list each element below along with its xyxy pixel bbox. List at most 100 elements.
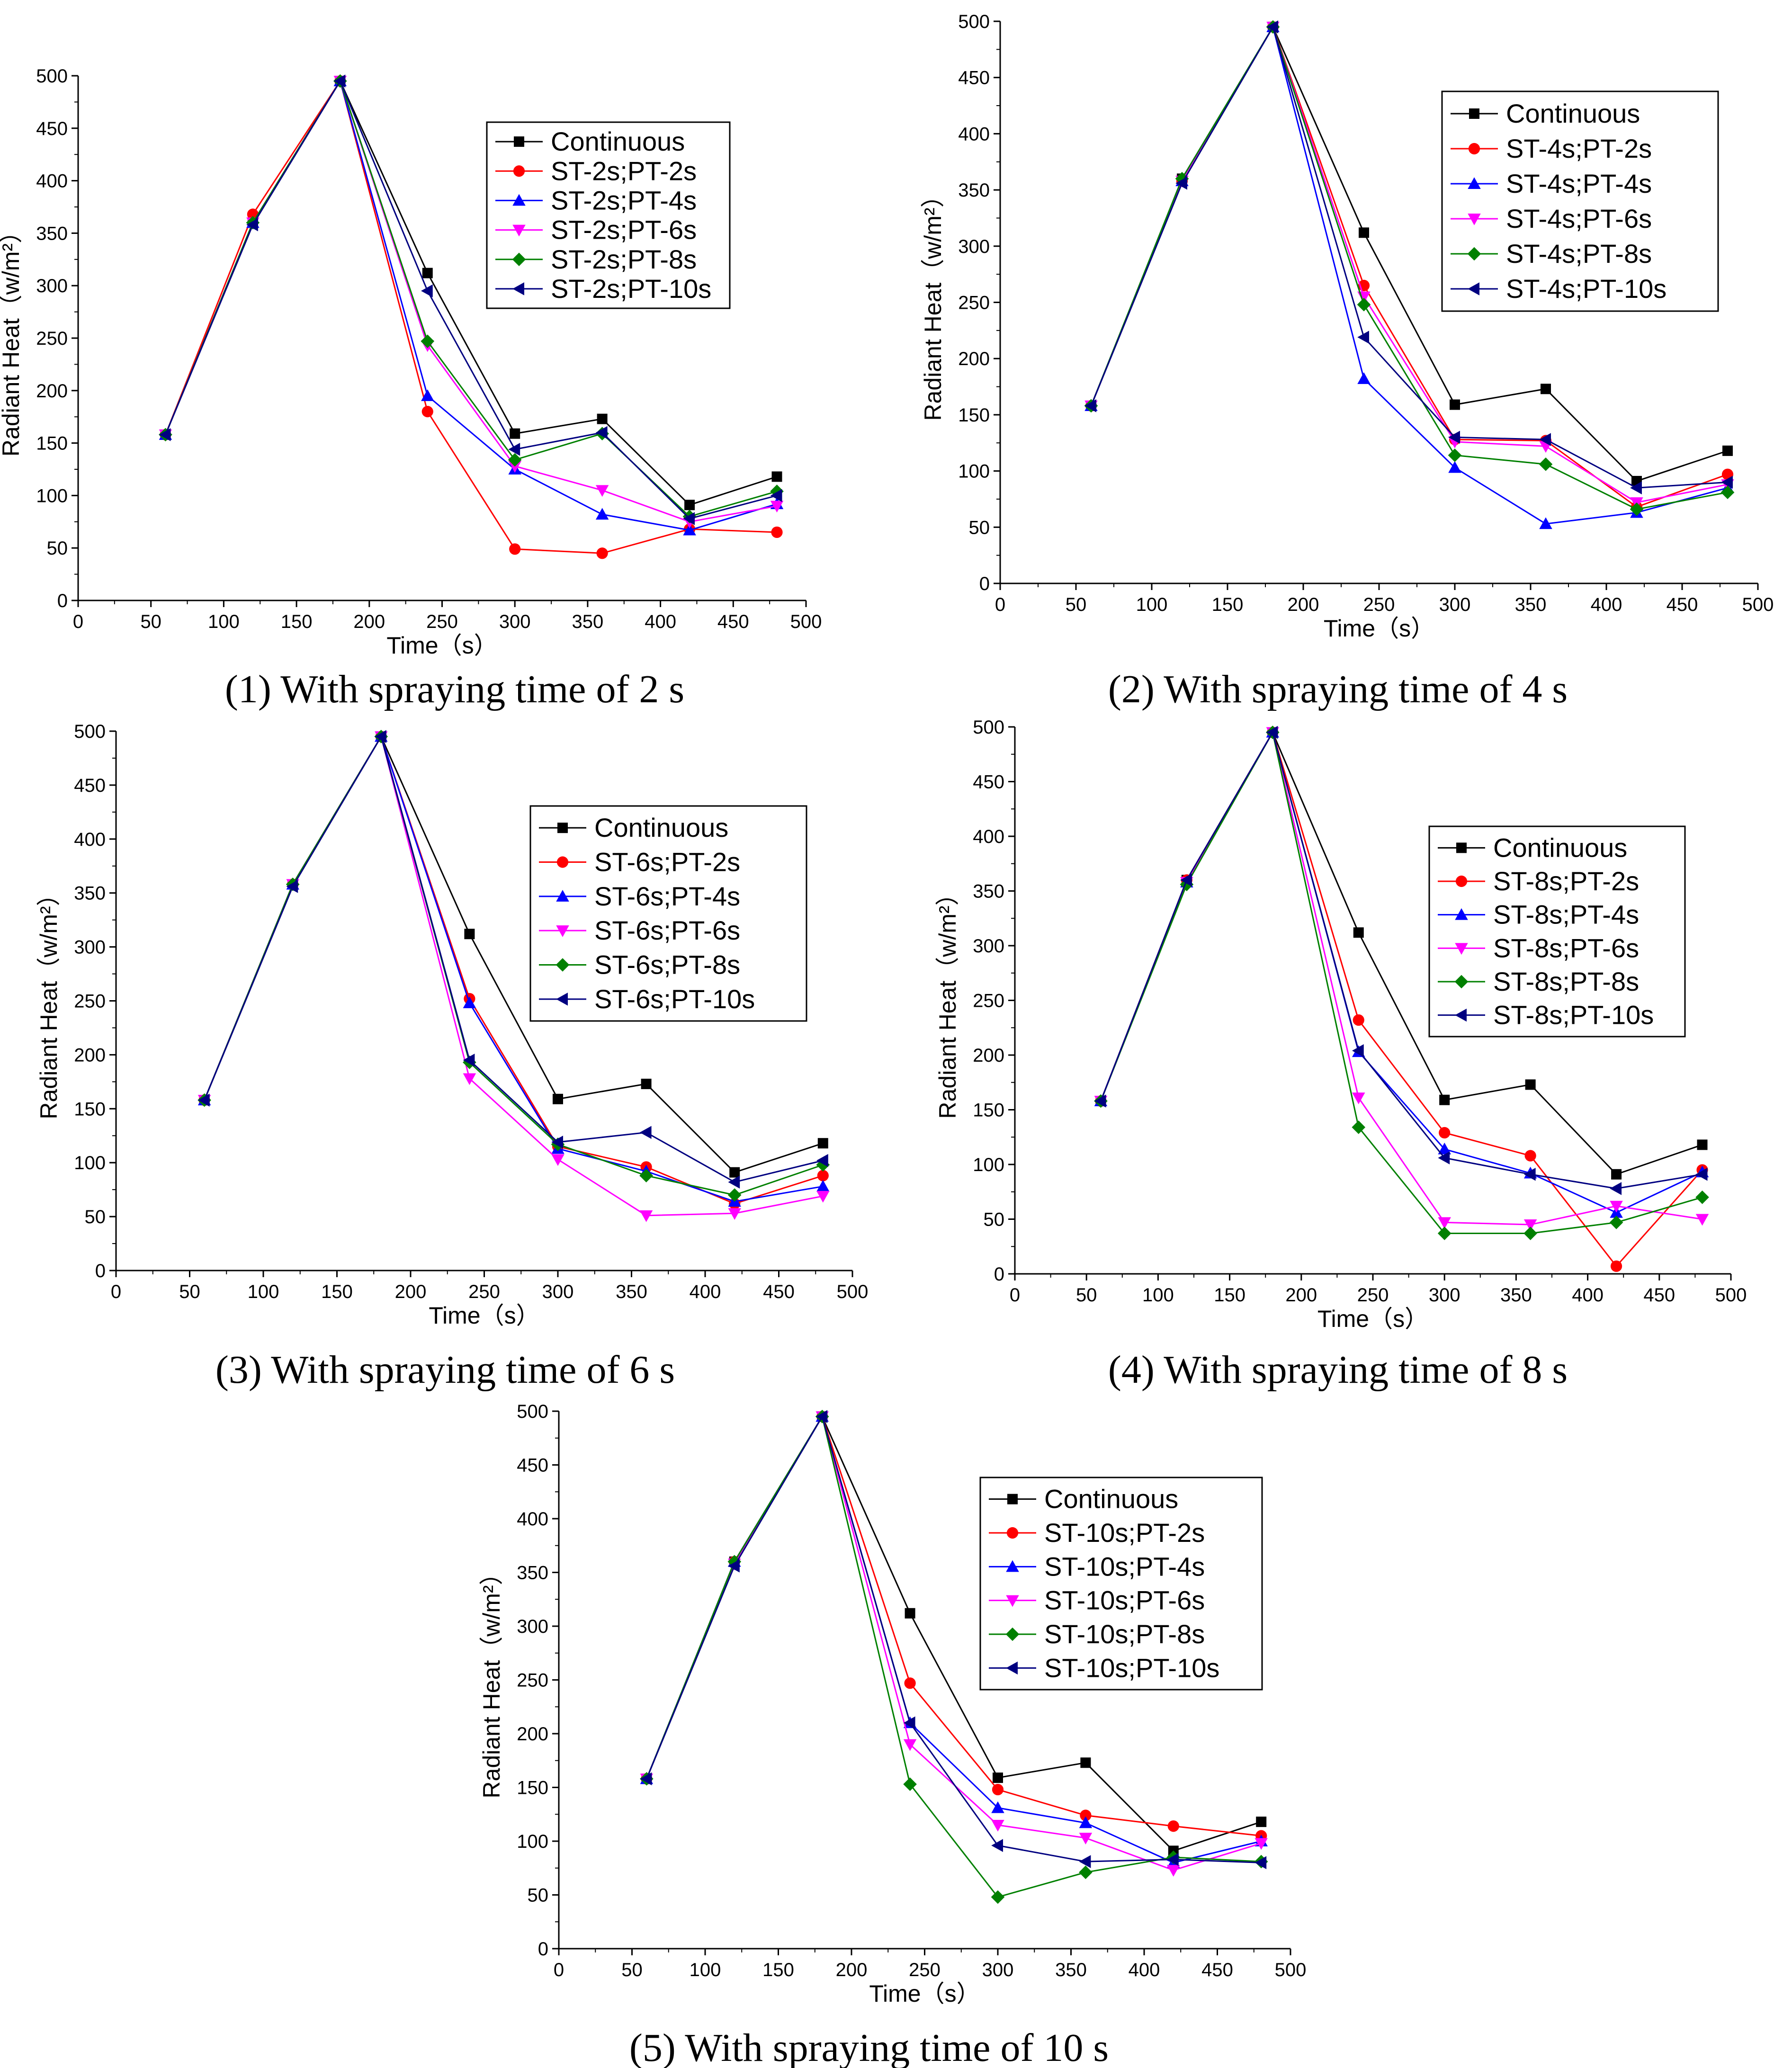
data-point bbox=[1175, 177, 1187, 190]
panel-caption: (2) With spraying time of 4 s bbox=[1108, 667, 1568, 711]
y-tick-label: 50 bbox=[528, 1885, 549, 1906]
data-point bbox=[1079, 1865, 1093, 1880]
legend-entry-label: ST-10s;PT-2s bbox=[1044, 1518, 1205, 1548]
x-axis-title: Time（s） bbox=[429, 1302, 539, 1329]
data-point bbox=[684, 500, 695, 510]
legend-entry-label: ST-10s;PT-4s bbox=[1044, 1551, 1205, 1581]
data-point bbox=[816, 1191, 830, 1203]
data-point bbox=[508, 461, 521, 473]
data-point bbox=[1523, 1219, 1537, 1231]
legend-entry-label: ST-6s;PT-10s bbox=[594, 984, 755, 1014]
y-tick-label: 250 bbox=[74, 991, 106, 1012]
legend-marker bbox=[1006, 1595, 1019, 1607]
legend-marker bbox=[1468, 143, 1480, 155]
data-point bbox=[1630, 481, 1642, 494]
data-point bbox=[1524, 1150, 1536, 1162]
legend-marker bbox=[1005, 1627, 1020, 1641]
y-tick-label: 350 bbox=[973, 881, 1004, 902]
data-point bbox=[508, 443, 520, 456]
data-point bbox=[1167, 1865, 1180, 1877]
x-tick-label: 300 bbox=[982, 1960, 1014, 1980]
x-tick-label: 300 bbox=[542, 1281, 574, 1302]
legend: ContinuousST-2s;PT-2sST-2s;PT-4sST-2s;PT… bbox=[486, 121, 731, 309]
x-tick-label: 350 bbox=[1500, 1285, 1532, 1306]
y-tick-label: 100 bbox=[36, 485, 68, 506]
data-point bbox=[1353, 927, 1364, 938]
data-point bbox=[422, 268, 433, 278]
data-point bbox=[1357, 297, 1371, 312]
data-point bbox=[421, 284, 433, 298]
data-point bbox=[727, 1555, 742, 1569]
chart-panel-3: 0 50 100 150 200 250 300 350 400 450 500 0 50 100 150 2… bbox=[36, 721, 868, 1392]
y-tick-label: 50 bbox=[47, 538, 68, 559]
x-tick-label: 300 bbox=[499, 611, 531, 632]
y-tick-label: 150 bbox=[973, 1100, 1004, 1121]
data-point bbox=[1541, 384, 1551, 394]
x-tick-label: 50 bbox=[621, 1960, 643, 1980]
y-tick-label: 300 bbox=[973, 936, 1004, 957]
data-point bbox=[991, 1890, 1005, 1904]
data-point bbox=[1720, 485, 1735, 500]
panel-caption: (4) With spraying time of 8 s bbox=[1108, 1348, 1568, 1392]
legend-entry-label: ST-6s;PT-8s bbox=[594, 950, 740, 980]
data-point bbox=[1180, 873, 1192, 887]
data-point bbox=[510, 428, 520, 439]
data-point bbox=[770, 489, 782, 502]
series-line-5 bbox=[204, 734, 824, 1196]
x-tick-label: 200 bbox=[353, 611, 385, 632]
data-point bbox=[991, 1839, 1003, 1852]
data-point bbox=[1353, 1014, 1364, 1026]
data-point bbox=[991, 1819, 1004, 1832]
legend-marker bbox=[1454, 975, 1469, 989]
x-tick-label: 500 bbox=[837, 1281, 869, 1302]
data-point bbox=[595, 485, 609, 497]
x-tick-label: 250 bbox=[426, 611, 458, 632]
y-tick-label: 500 bbox=[517, 1401, 548, 1422]
data-point bbox=[595, 426, 608, 439]
data-point bbox=[728, 1208, 741, 1220]
data-point bbox=[1448, 461, 1461, 473]
x-axis-title: Time（s） bbox=[1324, 615, 1434, 642]
x-tick-label: 450 bbox=[763, 1281, 795, 1302]
data-point bbox=[375, 730, 386, 743]
data-point bbox=[463, 1054, 475, 1067]
x-tick-label: 50 bbox=[179, 1281, 200, 1302]
legend-entry-label: ST-4s;PT-6s bbox=[1506, 204, 1652, 233]
data-point bbox=[421, 406, 433, 418]
y-tick-label: 100 bbox=[973, 1155, 1004, 1175]
legend-marker bbox=[1455, 943, 1468, 955]
data-point bbox=[1697, 1139, 1708, 1150]
legend-entry-label: ST-4s;PT-8s bbox=[1506, 239, 1652, 269]
y-tick-label: 0 bbox=[979, 573, 990, 594]
x-tick-label: 350 bbox=[616, 1281, 647, 1302]
data-point bbox=[729, 1167, 740, 1178]
legend-marker bbox=[557, 823, 568, 833]
data-point bbox=[815, 1410, 828, 1423]
data-point bbox=[991, 1801, 1004, 1813]
legend-marker bbox=[512, 252, 526, 267]
data-point bbox=[1359, 227, 1369, 238]
legend-box bbox=[1441, 90, 1719, 312]
x-tick-label: 150 bbox=[762, 1960, 794, 1980]
x-tick-label: 250 bbox=[1357, 1285, 1389, 1306]
data-point bbox=[1609, 1216, 1623, 1229]
legend-marker bbox=[1468, 214, 1481, 225]
y-tick-label: 350 bbox=[958, 180, 990, 201]
y-tick-label: 50 bbox=[984, 1209, 1005, 1230]
x-tick-label: 400 bbox=[1591, 594, 1622, 615]
x-tick-label: 50 bbox=[1066, 594, 1087, 615]
legend-marker bbox=[556, 958, 570, 972]
legend-marker bbox=[556, 993, 568, 1006]
legend-entry-label: ST-6s;PT-4s bbox=[594, 881, 740, 911]
data-point bbox=[286, 880, 298, 893]
x-axis-title: Time（s） bbox=[869, 1980, 980, 2007]
data-point bbox=[1721, 475, 1733, 489]
data-point bbox=[1079, 1833, 1093, 1844]
y-tick-label: 100 bbox=[958, 461, 990, 482]
y-tick-label: 150 bbox=[958, 405, 990, 426]
y-tick-label: 0 bbox=[994, 1264, 1004, 1285]
data-point bbox=[1254, 1838, 1268, 1850]
data-point bbox=[463, 996, 476, 1009]
